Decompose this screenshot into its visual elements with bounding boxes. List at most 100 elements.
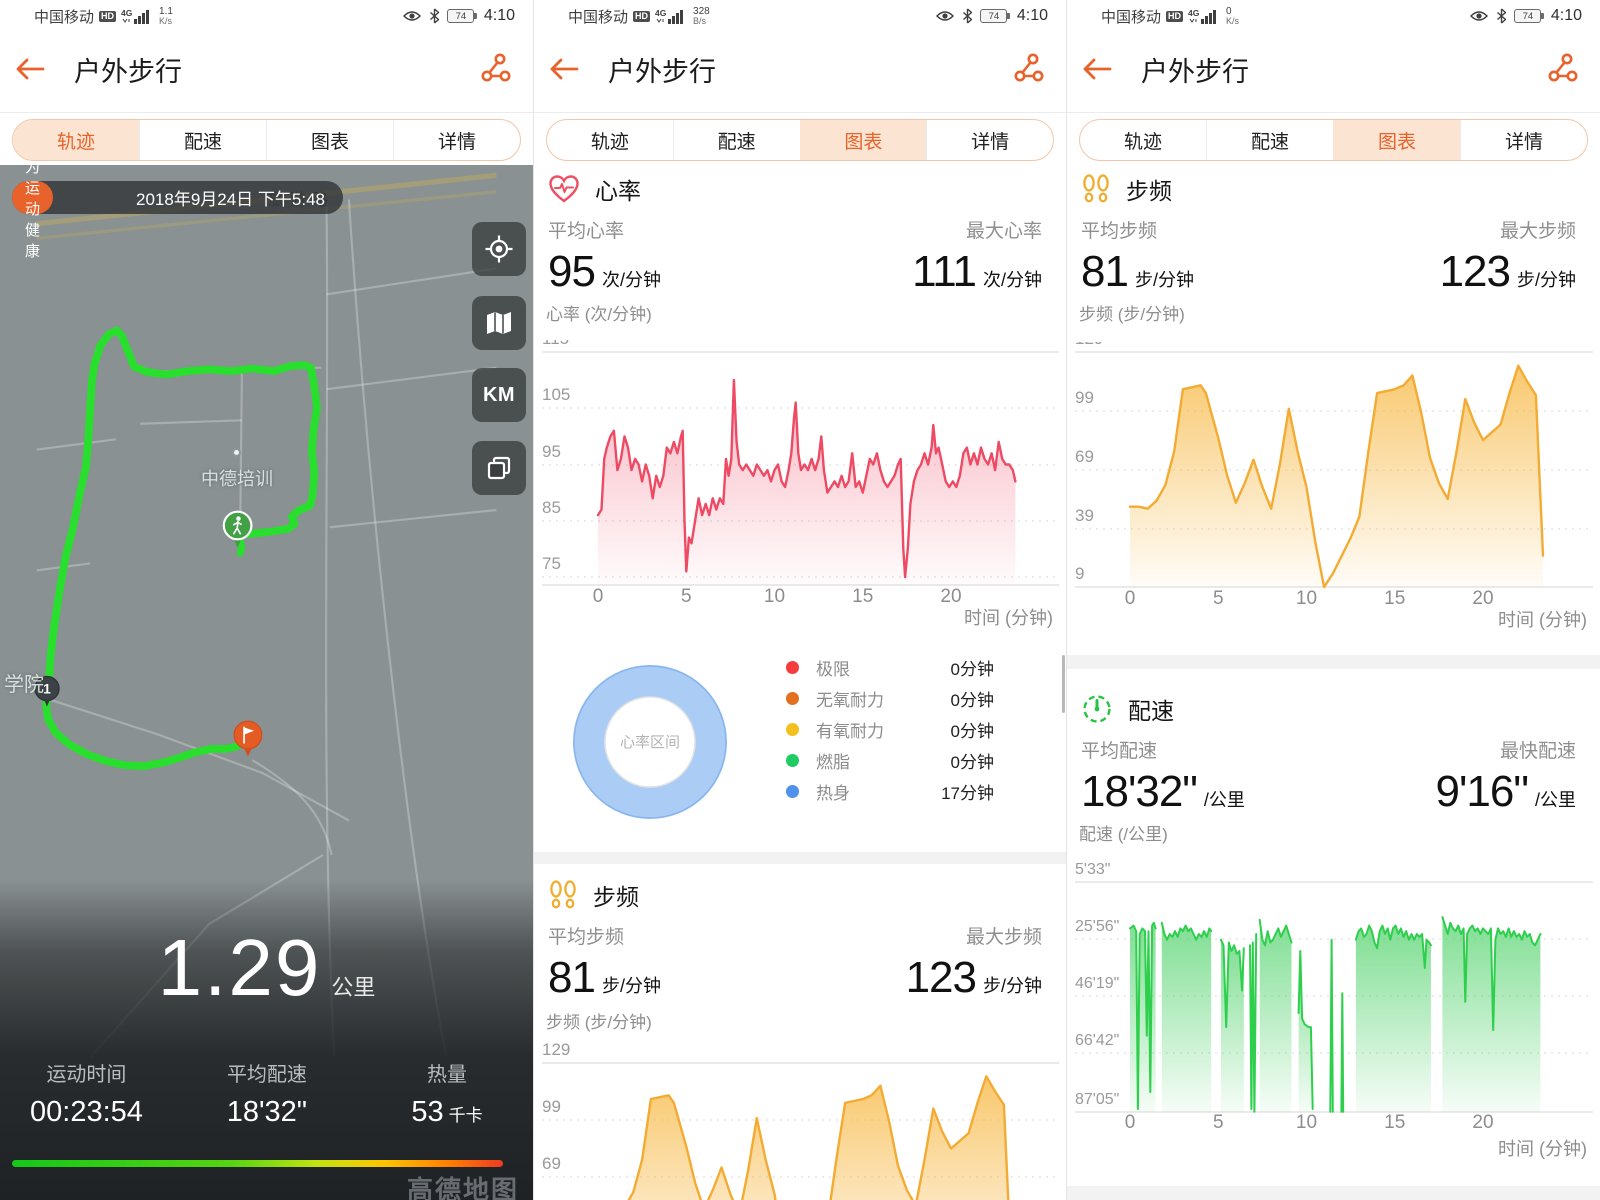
svg-text:46'19": 46'19" — [1075, 975, 1119, 992]
svg-text:10: 10 — [1296, 588, 1317, 609]
brand-badge: 华为运动健康 — [12, 165, 54, 260]
map-canvas[interactable]: 旅游路 — [0, 165, 533, 1200]
eye-comfort-icon — [1470, 11, 1489, 21]
tab-pace[interactable]: 配速 — [1206, 120, 1333, 160]
svg-text:87'05": 87'05" — [1075, 1091, 1119, 1108]
zones-legend: 极限 0分钟 无氧耐力 0分钟 有氧耐力 0分钟 燃脂 0分钟 热身 17分钟 — [786, 652, 994, 807]
signal-icon: 4G — [121, 8, 150, 24]
svg-text:0: 0 — [1125, 1112, 1136, 1133]
svg-text:105: 105 — [542, 385, 570, 404]
poi-label-training: 中德培训 — [201, 469, 273, 489]
finish-flag-marker — [233, 720, 263, 757]
battery-icon: 74 — [1514, 9, 1544, 23]
page-title: 户外步行 — [608, 56, 716, 87]
layers-button[interactable] — [472, 441, 526, 495]
svg-text:9: 9 — [1075, 564, 1084, 583]
tab-bar: 轨迹 配速 图表 详情 — [546, 119, 1054, 161]
svg-text:95: 95 — [542, 442, 561, 461]
tab-detail[interactable]: 详情 — [926, 120, 1053, 160]
tab-detail[interactable]: 详情 — [393, 120, 520, 160]
kilometer-1-marker: 1 — [34, 675, 60, 707]
network-speed: 0 K/s — [1226, 5, 1240, 26]
svg-text:15: 15 — [1384, 1112, 1405, 1133]
heart-rate-stats: 平均心率 95 次/分钟 最大心率 111 次/分钟 — [548, 221, 1042, 296]
bluetooth-icon — [430, 8, 440, 24]
tab-track[interactable]: 轨迹 — [1123, 131, 1162, 153]
back-icon[interactable] — [14, 57, 46, 81]
page-title: 户外步行 — [74, 56, 182, 87]
eye-comfort-icon — [936, 11, 955, 21]
cadence-stats: 平均步频 81 步/分钟 最大步频 123 步/分钟 — [548, 927, 1042, 1002]
back-icon[interactable] — [1081, 57, 1113, 81]
share-icon[interactable] — [477, 53, 511, 85]
total-distance: 1.29 公里 — [157, 923, 376, 1012]
svg-text:66'42": 66'42" — [1075, 1032, 1119, 1049]
svg-text:99: 99 — [1075, 388, 1094, 407]
cadence-axis-title: 步频 (步/分钟) — [1079, 305, 1185, 324]
carrier-label: 中国移动 — [568, 8, 629, 26]
svg-text:20: 20 — [940, 586, 961, 607]
tab-track[interactable]: 轨迹 — [590, 131, 629, 153]
svg-text:1: 1 — [43, 682, 51, 697]
svg-text:4G: 4G — [1188, 8, 1200, 18]
signal-icon: 4G — [1188, 8, 1217, 24]
tab-chart[interactable]: 图表 — [266, 120, 393, 160]
pace-stats: 平均配速 18'32"/公里 最快配速 9'16"/公里 — [1081, 741, 1576, 816]
heart-rate-zones: 心率区间 极限 0分钟 无氧耐力 0分钟 有氧耐力 0分钟 燃脂 0分钟 热身 17分钟 — [534, 648, 1066, 850]
tab-pace[interactable]: 配速 — [672, 120, 800, 160]
signal-icon: 4G — [655, 8, 684, 24]
legend-item-warm-up: 热身 17分钟 — [786, 776, 994, 807]
pace-axis-title: 配速 (/公里) — [1079, 825, 1168, 844]
battery-icon: 74 — [980, 9, 1010, 23]
share-icon[interactable] — [1544, 53, 1578, 85]
network-speed: 1.1 K/s — [159, 5, 173, 26]
zone-dot — [786, 785, 799, 798]
svg-text:129: 129 — [542, 1040, 570, 1059]
legend-item-anaerobic: 无氧耐力 0分钟 — [786, 683, 994, 714]
page-title: 户外步行 — [1141, 56, 1249, 87]
stat-duration: 运动时间 00:23:54 — [30, 1064, 143, 1128]
svg-text:5: 5 — [1213, 588, 1224, 609]
cadence-section-header: 步频 — [548, 878, 639, 912]
svg-text:69: 69 — [542, 1154, 561, 1173]
poi-label-college: 学院 — [4, 674, 44, 696]
scrollbar[interactable] — [1062, 655, 1065, 713]
locate-button[interactable] — [472, 222, 526, 276]
tab-pace[interactable]: 配速 — [139, 120, 266, 160]
svg-text:0: 0 — [593, 586, 604, 607]
screen-track: 中国移动 HD 4G 1.1 K/s 74 4:10 户外步行 轨迹 配速 图表 … — [0, 0, 533, 1200]
svg-text:69: 69 — [1075, 447, 1094, 466]
stat-avg-pace: 平均配速 18'32" — [226, 1064, 308, 1128]
clock: 4:10 — [1016, 7, 1048, 24]
back-icon[interactable] — [548, 57, 580, 81]
svg-text:15: 15 — [1384, 588, 1405, 609]
zone-dot — [786, 754, 799, 767]
tab-chart[interactable]: 图表 — [799, 120, 927, 160]
cadence-chart-preview: 129 99 69 — [534, 1040, 1066, 1200]
km-markers-button[interactable]: KM — [472, 368, 526, 422]
svg-text:4G: 4G — [121, 8, 133, 18]
svg-text:115: 115 — [542, 340, 569, 348]
tab-detail[interactable]: 详情 — [1460, 120, 1587, 160]
status-bar: 中国移动 HD 4G 1.1 K/s 74 4:10 — [0, 0, 533, 32]
svg-text:129: 129 — [1075, 342, 1103, 348]
gps-route: 1 — [34, 326, 321, 771]
share-icon[interactable] — [1010, 53, 1044, 85]
map-mode-button[interactable] — [472, 296, 526, 350]
status-bar: 中国移动 HD 4G 328 B/s 74 4:10 — [534, 0, 1066, 32]
svg-text:10: 10 — [1296, 1112, 1317, 1133]
clock: 4:10 — [1550, 7, 1582, 24]
pace-chart: 5'33" 25'56" 46'19" 66'42" 87'05" 0 5 10 15 20 时间 … — [1067, 858, 1600, 1172]
tab-chart[interactable]: 图表 — [1333, 120, 1460, 160]
footsteps-icon — [1083, 174, 1109, 203]
summary-overlay: 1.29 公里 运动时间 00:23:54 平均配速 18'32" 热量 53 千… — [0, 880, 533, 1200]
cadence-axis-title: 步频 (步/分钟) — [546, 1013, 652, 1032]
tab-track[interactable]: 轨迹 — [13, 120, 139, 160]
zone-dot — [786, 661, 799, 674]
poi-dot — [232, 448, 241, 457]
battery-icon: 74 — [447, 9, 477, 23]
svg-text:20: 20 — [1472, 588, 1493, 609]
eye-comfort-icon — [403, 11, 422, 21]
